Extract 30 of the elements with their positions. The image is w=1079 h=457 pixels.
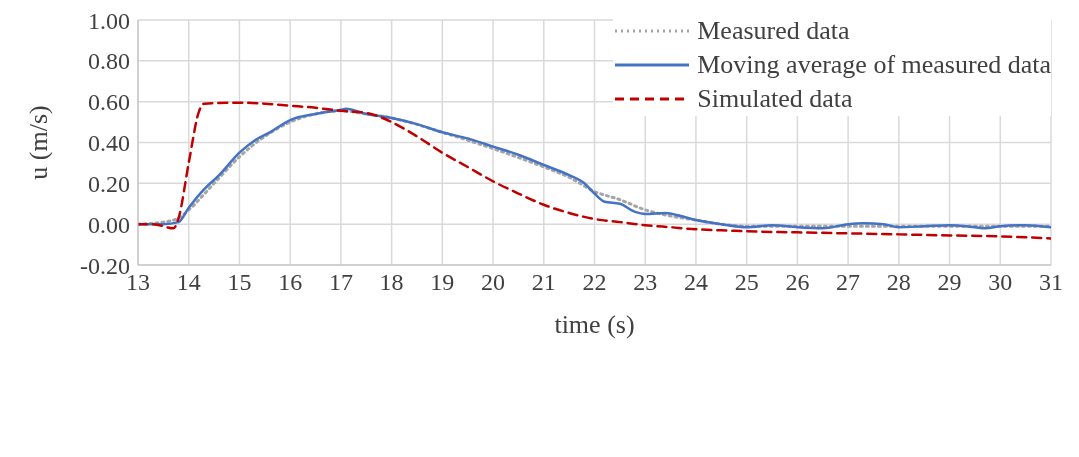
- x-axis-title: time (s): [554, 310, 635, 339]
- x-tick-label: 23: [633, 269, 658, 296]
- y-tick-label: 0.00: [88, 211, 130, 238]
- x-tick-label: 20: [481, 269, 506, 296]
- x-tick-label: 24: [683, 269, 708, 296]
- y-tick-label: 0.80: [88, 48, 130, 75]
- y-tick-label: 0.20: [88, 170, 130, 197]
- x-tick-label: 29: [937, 269, 962, 296]
- x-tick-label: 22: [582, 269, 607, 296]
- x-tick-label: 27: [836, 269, 861, 296]
- x-tick-label: 25: [734, 269, 759, 296]
- x-tick-label: 19: [430, 269, 455, 296]
- x-tick-label: 15: [227, 269, 252, 296]
- y-tick-label: -0.20: [80, 252, 130, 279]
- legend-label: Simulated data: [697, 84, 853, 114]
- x-tick-label: 31: [1039, 269, 1063, 296]
- y-axis-title: u (m/s): [24, 105, 54, 180]
- y-tick-label: 0.40: [88, 130, 130, 157]
- x-tick-label: 14: [176, 269, 201, 296]
- x-tick-label: 18: [379, 269, 404, 296]
- x-tick-label: 17: [328, 269, 353, 296]
- x-tick-label: 16: [278, 269, 303, 296]
- x-tick-label: 30: [988, 269, 1013, 296]
- legend-label: Measured data: [697, 16, 850, 46]
- y-tick-label: 0.60: [88, 89, 130, 116]
- x-tick-label: 21: [531, 269, 556, 296]
- x-tick-label: 28: [886, 269, 911, 296]
- y-tick-label: 1.00: [88, 7, 130, 34]
- legend-label: Moving average of measured data: [697, 50, 1051, 80]
- x-tick-label: 26: [785, 269, 810, 296]
